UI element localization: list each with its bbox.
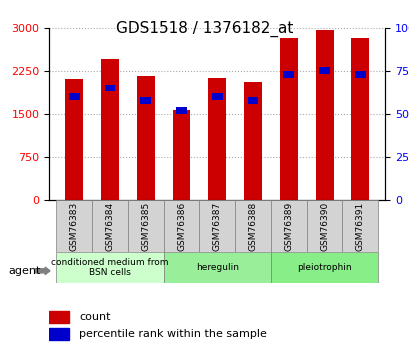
Bar [65,79,83,200]
Bar [243,82,261,200]
Text: GSM76386: GSM76386 [177,201,186,250]
FancyBboxPatch shape [270,252,378,283]
Bar [101,59,119,200]
FancyBboxPatch shape [306,200,342,252]
Text: GSM76389: GSM76389 [283,201,292,250]
FancyBboxPatch shape [342,200,378,252]
FancyBboxPatch shape [199,200,235,252]
FancyBboxPatch shape [163,252,270,283]
Bar [176,107,187,114]
FancyBboxPatch shape [163,200,199,252]
Text: GSM76383: GSM76383 [70,201,79,250]
Text: agent: agent [8,266,40,276]
Text: percentile rank within the sample: percentile rank within the sample [79,329,267,339]
Bar [172,110,190,200]
Bar [279,38,297,200]
Text: GSM76385: GSM76385 [141,201,150,250]
Bar [140,97,151,104]
Text: conditioned medium from
BSN cells: conditioned medium from BSN cells [51,258,169,277]
Bar [315,30,333,200]
FancyBboxPatch shape [235,200,270,252]
FancyBboxPatch shape [92,200,128,252]
FancyBboxPatch shape [56,252,163,283]
Text: heregulin: heregulin [196,263,238,272]
Bar [354,71,365,78]
Bar [104,85,115,91]
Bar [247,97,258,104]
Bar [319,67,329,74]
Text: GSM76390: GSM76390 [319,201,328,250]
Bar [49,328,69,340]
Bar [69,93,79,100]
Text: GSM76388: GSM76388 [248,201,257,250]
FancyBboxPatch shape [128,200,163,252]
Text: GSM76391: GSM76391 [355,201,364,250]
Text: GDS1518 / 1376182_at: GDS1518 / 1376182_at [116,21,293,37]
Bar [208,78,226,200]
FancyBboxPatch shape [270,200,306,252]
Bar [137,77,154,200]
Text: GSM76384: GSM76384 [105,201,114,250]
Bar [211,93,222,100]
Text: count: count [79,312,111,322]
Bar [283,71,294,78]
Text: pleiotrophin: pleiotrophin [297,263,351,272]
Bar [351,38,369,200]
FancyBboxPatch shape [56,200,92,252]
Bar [49,310,69,323]
Text: GSM76387: GSM76387 [212,201,221,250]
